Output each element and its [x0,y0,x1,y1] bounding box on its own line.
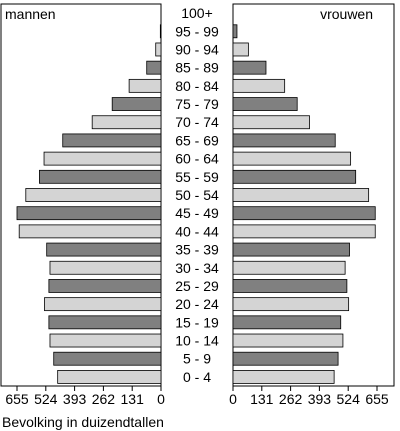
age-group-label: 20 - 24 [175,296,219,312]
age-group-label: 85 - 89 [175,60,219,76]
age-group-label: 55 - 59 [175,169,219,185]
bar-male-1 [159,24,162,39]
x-tick-label-right: 262 [279,391,303,407]
bar-female-10 [232,188,370,202]
bar-female-3 [232,60,267,75]
bar-female-2 [232,42,249,57]
x-tick-label-right: 131 [250,391,274,407]
legend-female: vrouwen [320,6,373,22]
age-group-label: 35 - 39 [175,242,219,258]
bar-female-1 [232,24,238,39]
x-tick-label-right: 524 [337,391,361,407]
x-tick-label-left: 131 [121,391,145,407]
age-group-label: 30 - 34 [175,260,219,276]
bar-female-6 [232,115,310,130]
x-tick-label-left: 262 [92,391,116,407]
age-group-label: 10 - 14 [175,333,219,349]
bar-female-13 [232,242,350,257]
age-group-label: 25 - 29 [175,278,219,294]
bar-male-15 [48,279,162,293]
bar-male-12 [18,224,162,239]
bar-female-18 [232,333,344,348]
bar-male-7 [62,133,162,148]
bar-male-2 [155,42,162,57]
x-tick-label-left: 524 [34,391,58,407]
bar-male-6 [91,115,162,130]
bar-male-8 [43,151,162,166]
bar-female-9 [232,169,357,184]
x-tick-label-right: 0 [229,391,237,407]
age-group-label: 75 - 79 [175,96,219,112]
bar-male-20 [57,370,162,384]
age-group-label: 5 - 9 [183,351,211,367]
bar-male-13 [46,242,162,257]
bar-female-4 [232,78,286,93]
age-group-labels: 100+ 95 - 99 90 - 94 85 - 89 80 - 84 75 - 79 7… [175,5,219,385]
bar-male-4 [128,78,162,93]
bar-female-20 [232,370,335,384]
bar-male-5 [111,97,162,111]
age-group-label: 90 - 94 [175,41,219,57]
age-group-label: 15 - 19 [175,314,219,330]
bar-female-17 [232,315,342,330]
x-tick-label-left: 393 [63,391,87,407]
bar-male-17 [48,315,162,330]
male-bars [16,24,162,384]
age-group-label: 40 - 44 [175,223,219,239]
age-group-label: 70 - 74 [175,114,219,130]
bar-female-15 [232,279,348,293]
age-group-label: 100+ [181,5,213,21]
bar-male-14 [49,260,162,275]
age-group-label: 95 - 99 [175,23,219,39]
age-group-label: 0 - 4 [183,369,211,385]
bar-female-7 [232,133,336,148]
bar-female-19 [232,351,339,366]
bar-male-9 [39,169,162,184]
age-group-label: 45 - 49 [175,205,219,221]
bar-male-18 [49,333,162,348]
x-tick-label-right: 393 [308,391,332,407]
x-tick-label-left: 655 [5,391,29,407]
bar-female-14 [232,260,346,275]
age-group-label: 80 - 84 [175,78,219,94]
age-group-label: 65 - 69 [175,132,219,148]
bar-female-12 [232,224,376,239]
bar-male-3 [146,60,162,75]
bar-male-19 [53,351,162,366]
bar-female-5 [232,97,298,111]
bar-female-16 [232,297,350,312]
x-tick-label-right: 655 [365,391,389,407]
legend-male: mannen [5,6,56,22]
x-tick-label-left: 0 [157,391,165,407]
bar-female-11 [232,206,376,221]
age-group-label: 50 - 54 [175,187,219,203]
female-bars [232,24,376,384]
bar-male-16 [44,297,162,312]
x-axis-label: Bevolking in duizendtallen [2,414,164,430]
bar-male-10 [25,188,162,202]
age-group-label: 60 - 64 [175,151,219,167]
bar-male-11 [16,206,162,221]
bar-female-8 [232,151,352,166]
